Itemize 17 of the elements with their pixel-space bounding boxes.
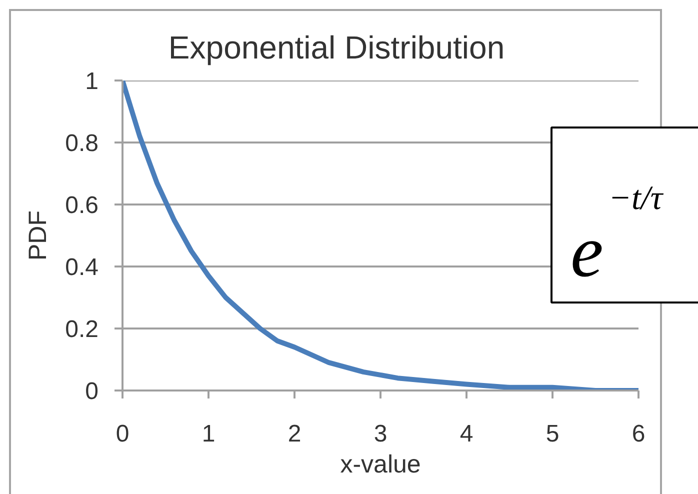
x-tick-label: 2 xyxy=(288,420,302,448)
y-tick-label: 0 xyxy=(85,378,99,405)
chart-title: Exponential Distribution xyxy=(168,30,505,66)
y-axis-title: PDF xyxy=(24,210,52,260)
y-tick-label: 0.4 xyxy=(65,254,99,281)
y-tick-label: 0.6 xyxy=(65,192,99,219)
x-tick-label: 4 xyxy=(460,420,474,448)
y-tick-label: 1 xyxy=(85,68,99,95)
y-tick-label: 0.2 xyxy=(65,316,99,343)
x-tick-label: 5 xyxy=(546,420,560,448)
x-tick-label: 1 xyxy=(202,420,216,448)
x-axis-title: x-value xyxy=(340,450,421,478)
annotation: e−t/τ xyxy=(570,180,664,293)
x-tick-label: 6 xyxy=(632,420,646,448)
x-tick-label: 3 xyxy=(374,420,388,448)
y-tick-label: 0.8 xyxy=(65,130,99,157)
x-tick-label: 0 xyxy=(116,420,130,448)
